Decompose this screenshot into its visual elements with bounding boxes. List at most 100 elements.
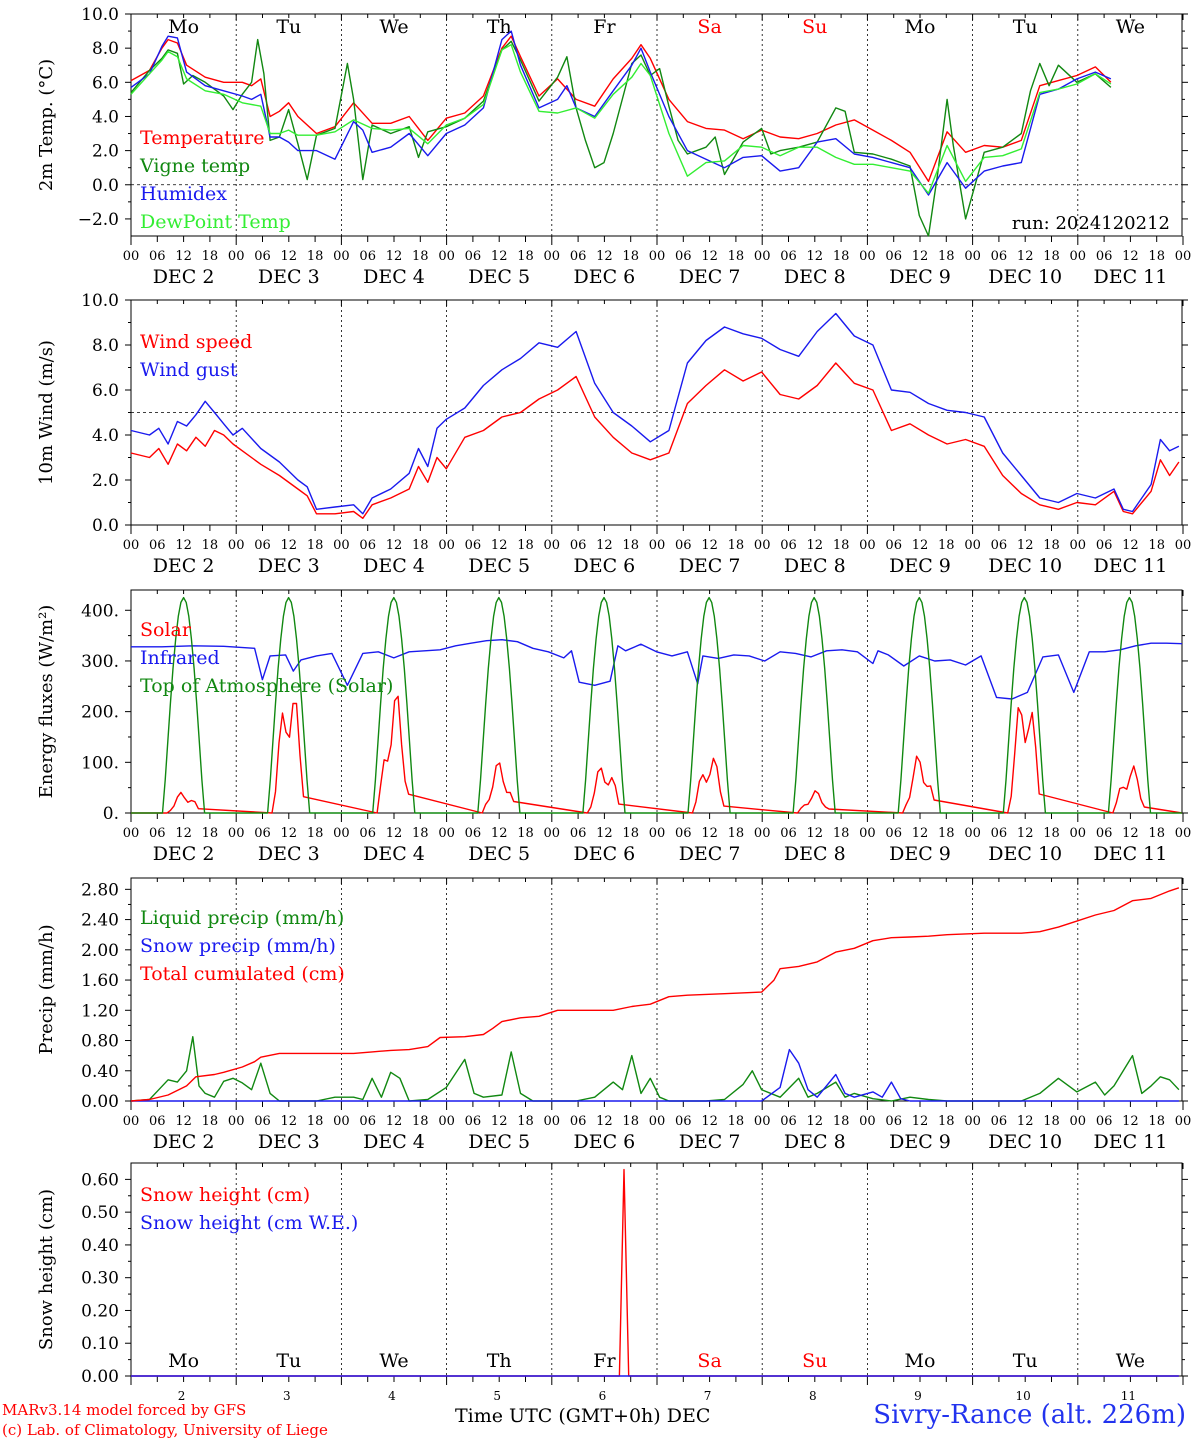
x-tick-label: 06 xyxy=(991,249,1008,264)
series-line-vigne-temp xyxy=(130,38,1112,237)
y-tick-label: 0.40 xyxy=(81,1062,119,1082)
weekday-label: Th xyxy=(487,1350,512,1372)
date-label: DEC 4 xyxy=(363,266,425,288)
x-tick-label: 12 xyxy=(1017,249,1034,264)
x-tick-label: 00 xyxy=(1070,249,1087,264)
x-tick-label: 00 xyxy=(544,538,561,553)
date-label: DEC 9 xyxy=(889,843,951,865)
x-tick-label: 06 xyxy=(465,1114,482,1129)
y-axis-label: Snow height (cm) xyxy=(36,1189,57,1350)
x-tick-label: 06 xyxy=(359,538,376,553)
x-tick-label: 12 xyxy=(491,826,508,841)
date-label: DEC 8 xyxy=(784,843,846,865)
date-label: DEC 11 xyxy=(1093,843,1167,865)
x-tick-label: 18 xyxy=(1043,249,1060,264)
x-tick-label: 06 xyxy=(149,1114,166,1129)
x-tick-label: 00 xyxy=(228,249,245,264)
y-tick-label: 8.0 xyxy=(92,39,119,59)
legend-entry: Liquid precip (mm/h) xyxy=(140,907,344,929)
x-tick-label: 06 xyxy=(149,826,166,841)
x-tick-label: 00 xyxy=(333,1114,350,1129)
x-tick-label: 00 xyxy=(649,1114,666,1129)
x-tick-label: 18 xyxy=(1148,826,1165,841)
x-tick-label: 18 xyxy=(202,538,219,553)
weekday-label: Sa xyxy=(697,1350,721,1372)
x-tick-label: 00 xyxy=(1070,538,1087,553)
x-tick-label: 06 xyxy=(254,826,271,841)
day-number-label: 5 xyxy=(493,1389,501,1403)
y-tick-label: 10.0 xyxy=(81,5,119,25)
x-tick-label: 12 xyxy=(701,538,718,553)
y-tick-label: 0.80 xyxy=(81,1032,119,1052)
series-line-top-of-atmosphere-solar- xyxy=(131,596,1182,814)
panel-energy: 400. 300. 200. 100. 0. Energy fluxes (W/m²) 00… xyxy=(36,589,1191,865)
date-label: DEC 7 xyxy=(679,266,741,288)
x-tick-label: 00 xyxy=(228,538,245,553)
weekday-label: Su xyxy=(802,16,827,38)
series-line-dewpoint-temp xyxy=(130,44,1112,194)
x-tick-label: 18 xyxy=(412,538,429,553)
date-label: DEC 11 xyxy=(1093,1131,1167,1153)
legend-entry: Humidex xyxy=(140,183,227,205)
x-tick-label: 06 xyxy=(570,249,587,264)
x-tick-label: 06 xyxy=(675,1114,692,1129)
x-tick-label: 12 xyxy=(1122,826,1139,841)
x-tick-label: 00 xyxy=(333,538,350,553)
legend-entry: Top of Atmosphere (Solar) xyxy=(140,675,393,697)
x-tick-label: 06 xyxy=(1096,1114,1113,1129)
x-tick-label: 12 xyxy=(281,538,298,553)
x-tick-label: 12 xyxy=(175,249,192,264)
y-tick-label: 1.20 xyxy=(81,1001,119,1021)
x-tick-label: 00 xyxy=(964,538,981,553)
weekday-label: Sa xyxy=(697,16,721,38)
x-tick-label: 18 xyxy=(728,538,745,553)
x-tick-label: 12 xyxy=(386,826,403,841)
y-axis-label: 10m Wind (m/s) xyxy=(36,340,57,485)
run-annotation: run: 2024120212 xyxy=(1012,213,1170,234)
x-tick-label: 06 xyxy=(254,1114,271,1129)
x-tick-label: 06 xyxy=(1096,826,1113,841)
date-label: DEC 8 xyxy=(784,1131,846,1153)
x-tick-label: 06 xyxy=(149,249,166,264)
y-tick-label: 0.0 xyxy=(92,176,119,196)
day-number-label: 9 xyxy=(914,1389,922,1403)
series-line-snow-precip-mm-h- xyxy=(131,1048,1179,1102)
x-tick-label: 18 xyxy=(412,826,429,841)
x-tick-label: 18 xyxy=(307,249,324,264)
x-tick-label: 00 xyxy=(859,1114,876,1129)
x-tick-label: 12 xyxy=(1017,538,1034,553)
x-tick-label: 12 xyxy=(491,1114,508,1129)
series-line-solar xyxy=(131,695,1183,814)
date-label: DEC 3 xyxy=(258,555,320,577)
y-tick-label: 0.30 xyxy=(81,1269,119,1289)
x-tick-label: 18 xyxy=(833,249,850,264)
station-name: Sivry-Rance (alt. 226m) xyxy=(873,1400,1186,1430)
y-tick-label: 4.0 xyxy=(92,107,119,127)
day-number-label: 4 xyxy=(388,1389,396,1403)
panel-snow: 0.60 0.50 0.40 0.30 0.20 0.10 0.00 Snow height … xyxy=(36,1162,1188,1403)
date-label: DEC 10 xyxy=(988,1131,1062,1153)
date-label: DEC 5 xyxy=(468,843,530,865)
weekday-label: Fr xyxy=(593,1350,616,1372)
date-label: DEC 3 xyxy=(258,843,320,865)
weekday-label: Fr xyxy=(593,16,616,38)
y-tick-label: 300. xyxy=(81,652,119,672)
x-tick-label: 00 xyxy=(859,538,876,553)
date-label: DEC 10 xyxy=(988,843,1062,865)
weekday-label: Tu xyxy=(276,1350,301,1372)
x-tick-label: 18 xyxy=(1148,249,1165,264)
x-tick-label: 00 xyxy=(123,826,140,841)
x-tick-label: 06 xyxy=(149,538,166,553)
x-tick-label: 00 xyxy=(1070,1114,1087,1129)
x-tick-label: 18 xyxy=(1043,538,1060,553)
y-tick-label: 0.50 xyxy=(81,1203,119,1223)
date-label: DEC 9 xyxy=(889,1131,951,1153)
x-tick-label: 18 xyxy=(622,249,639,264)
x-tick-label: 18 xyxy=(1043,1114,1060,1129)
x-tick-label: 00 xyxy=(123,249,140,264)
y-tick-label: 2.80 xyxy=(81,880,119,900)
x-tick-label: 06 xyxy=(675,826,692,841)
x-tick-label: 06 xyxy=(465,249,482,264)
x-tick-label: 12 xyxy=(596,538,613,553)
date-label: DEC 8 xyxy=(784,266,846,288)
